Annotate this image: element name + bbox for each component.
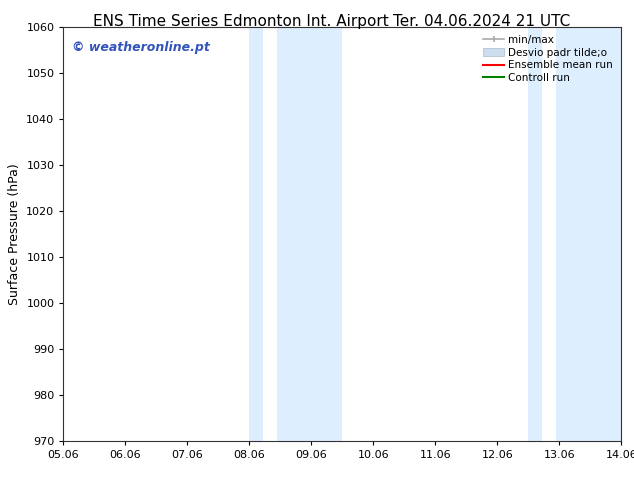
Bar [555, 27, 621, 441]
Y-axis label: Surface Pressure (hPa): Surface Pressure (hPa) [8, 163, 21, 305]
Text: Ter. 04.06.2024 21 UTC: Ter. 04.06.2024 21 UTC [393, 14, 571, 29]
Legend: min/max, Desvio padr tilde;o, Ensemble mean run, Controll run: min/max, Desvio padr tilde;o, Ensemble m… [480, 32, 616, 86]
Text: © weatheronline.pt: © weatheronline.pt [72, 42, 210, 54]
Bar [276, 27, 342, 441]
Bar [249, 27, 263, 441]
Text: ENS Time Series Edmonton Int. Airport: ENS Time Series Edmonton Int. Airport [93, 14, 389, 29]
Bar [528, 27, 542, 441]
